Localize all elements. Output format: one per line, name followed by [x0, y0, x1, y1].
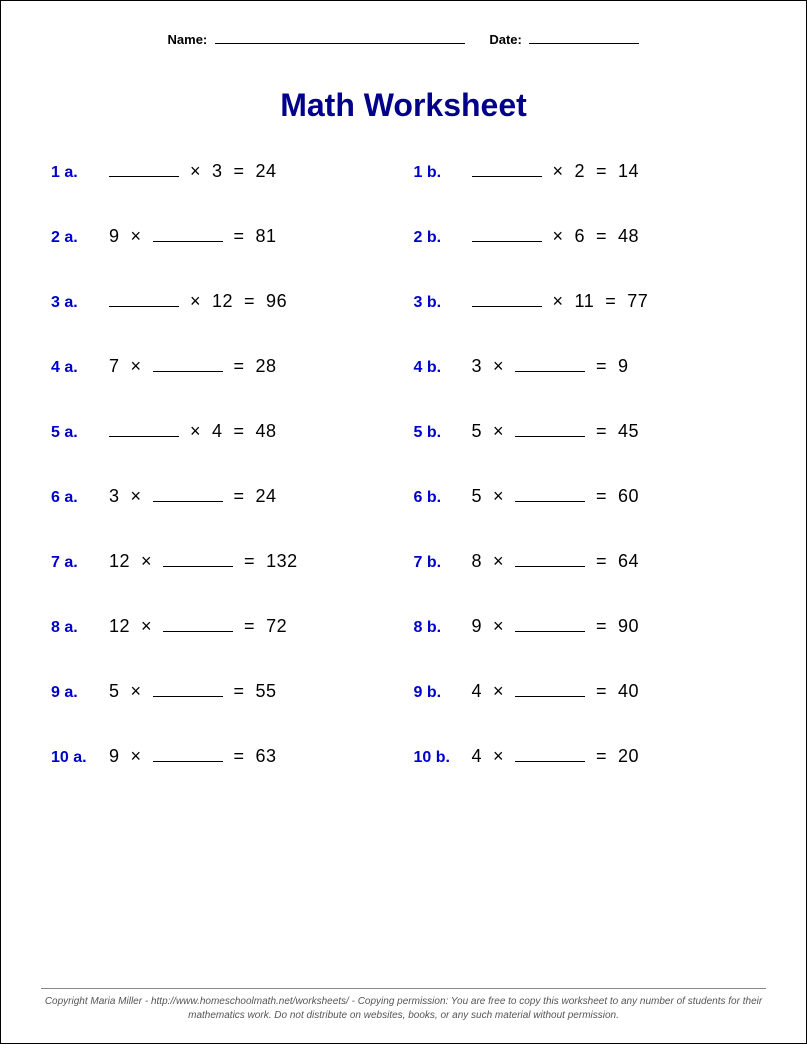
problem-label: 9 a. — [51, 684, 103, 702]
problem-label: 6 a. — [51, 489, 103, 507]
answer-blank[interactable] — [153, 679, 223, 697]
answer-blank[interactable] — [472, 159, 542, 177]
answer-blank[interactable] — [515, 679, 585, 697]
problem-3a: 3 a. × 12 = 96 — [51, 289, 394, 312]
problem-8b: 8 b. 9 × = 90 — [414, 614, 757, 637]
problem-label: 2 a. — [51, 229, 103, 247]
problem-4a: 4 a. 7 × = 28 — [51, 354, 394, 377]
problem-label: 9 b. — [414, 684, 466, 702]
problem-expression: 9 × = 81 — [109, 224, 277, 247]
date-label: Date: — [489, 32, 522, 47]
problem-label: 8 a. — [51, 619, 103, 637]
problem-expression: × 6 = 48 — [472, 224, 640, 247]
answer-blank[interactable] — [515, 614, 585, 632]
answer-blank[interactable] — [163, 549, 233, 567]
answer-blank[interactable] — [109, 159, 179, 177]
problem-label: 7 b. — [414, 554, 466, 572]
problem-9a: 9 a. 5 × = 55 — [51, 679, 394, 702]
problem-label: 5 b. — [414, 424, 466, 442]
problem-label: 4 a. — [51, 359, 103, 377]
problem-7a: 7 a. 12 × = 132 — [51, 549, 394, 572]
answer-blank[interactable] — [515, 419, 585, 437]
problem-expression: 5 × = 55 — [109, 679, 277, 702]
problem-label: 3 b. — [414, 294, 466, 312]
problem-label: 2 b. — [414, 229, 466, 247]
problem-expression: 3 × = 9 — [472, 354, 629, 377]
answer-blank[interactable] — [515, 744, 585, 762]
problems-grid: 1 a. × 3 = 241 b. × 2 = 142 a.9 × = 812 … — [41, 159, 766, 767]
problem-expression: × 2 = 14 — [472, 159, 640, 182]
problem-5b: 5 b. 5 × = 45 — [414, 419, 757, 442]
answer-blank[interactable] — [153, 744, 223, 762]
answer-blank[interactable] — [472, 224, 542, 242]
problem-expression: 12 × = 132 — [109, 549, 298, 572]
problem-label: 7 a. — [51, 554, 103, 572]
problem-label: 6 b. — [414, 489, 466, 507]
footer-copyright: Copyright Maria Miller - http://www.home… — [41, 988, 766, 1023]
problem-10b: 10 b. 4 × = 20 — [414, 744, 757, 767]
problem-6a: 6 a. 3 × = 24 — [51, 484, 394, 507]
answer-blank[interactable] — [472, 289, 542, 307]
worksheet-page: Name: Date: Math Worksheet 1 a. × 3 = 24… — [0, 0, 807, 1044]
answer-blank[interactable] — [153, 354, 223, 372]
answer-blank[interactable] — [153, 224, 223, 242]
problem-expression: × 12 = 96 — [109, 289, 287, 312]
problem-label: 3 a. — [51, 294, 103, 312]
problem-1a: 1 a. × 3 = 24 — [51, 159, 394, 182]
problem-label: 1 b. — [414, 164, 466, 182]
header-line: Name: Date: — [41, 31, 766, 47]
problem-label: 10 a. — [51, 749, 103, 767]
answer-blank[interactable] — [109, 289, 179, 307]
problem-expression: × 4 = 48 — [109, 419, 277, 442]
problem-label: 8 b. — [414, 619, 466, 637]
problem-expression: × 3 = 24 — [109, 159, 277, 182]
problem-8a: 8 a. 12 × = 72 — [51, 614, 394, 637]
answer-blank[interactable] — [515, 484, 585, 502]
answer-blank[interactable] — [515, 354, 585, 372]
problem-5a: 5 a. × 4 = 48 — [51, 419, 394, 442]
problem-expression: 4 × = 40 — [472, 679, 640, 702]
problem-4b: 4 b. 3 × = 9 — [414, 354, 757, 377]
name-blank[interactable] — [215, 31, 465, 44]
problem-expression: × 11 = 77 — [472, 289, 649, 312]
problem-expression: 3 × = 24 — [109, 484, 277, 507]
problem-2a: 2 a. 9 × = 81 — [51, 224, 394, 247]
problem-label: 5 a. — [51, 424, 103, 442]
problem-expression: 5 × = 45 — [472, 419, 640, 442]
problem-label: 10 b. — [414, 749, 466, 767]
problem-label: 1 a. — [51, 164, 103, 182]
problem-3b: 3 b. × 11 = 77 — [414, 289, 757, 312]
problem-10a: 10 a. 9 × = 63 — [51, 744, 394, 767]
page-title: Math Worksheet — [41, 87, 766, 124]
answer-blank[interactable] — [515, 549, 585, 567]
problem-expression: 9 × = 63 — [109, 744, 277, 767]
problem-expression: 12 × = 72 — [109, 614, 287, 637]
problem-expression: 5 × = 60 — [472, 484, 640, 507]
date-blank[interactable] — [529, 31, 639, 44]
problem-7b: 7 b. 8 × = 64 — [414, 549, 757, 572]
problem-1b: 1 b. × 2 = 14 — [414, 159, 757, 182]
problem-2b: 2 b. × 6 = 48 — [414, 224, 757, 247]
answer-blank[interactable] — [153, 484, 223, 502]
problem-label: 4 b. — [414, 359, 466, 377]
problem-expression: 7 × = 28 — [109, 354, 277, 377]
problem-9b: 9 b. 4 × = 40 — [414, 679, 757, 702]
problem-6b: 6 b. 5 × = 60 — [414, 484, 757, 507]
problem-expression: 4 × = 20 — [472, 744, 640, 767]
problem-expression: 9 × = 90 — [472, 614, 640, 637]
name-label: Name: — [168, 32, 208, 47]
answer-blank[interactable] — [109, 419, 179, 437]
problem-expression: 8 × = 64 — [472, 549, 640, 572]
answer-blank[interactable] — [163, 614, 233, 632]
